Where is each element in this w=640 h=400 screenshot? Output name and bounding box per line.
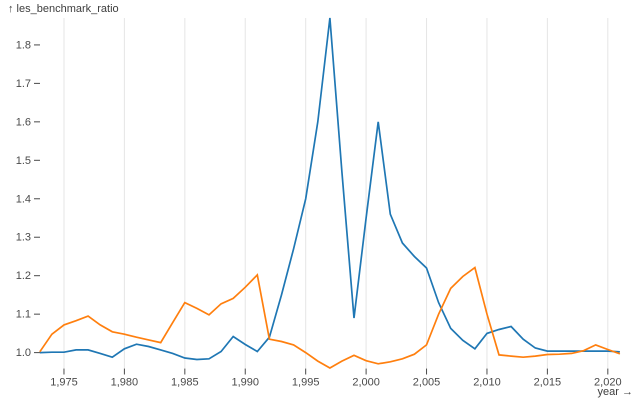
y-tick-label: 1.1 xyxy=(16,309,31,321)
x-tick-label: 2,015 xyxy=(534,377,562,389)
y-tick-label: 1.5 xyxy=(16,155,31,167)
y-tick-label: 1.2 xyxy=(16,270,31,282)
x-tick-label: 2,020 xyxy=(594,377,622,389)
x-tick-label: 1,995 xyxy=(292,377,320,389)
series-line-1 xyxy=(39,266,621,369)
y-tick-label: 1.3 xyxy=(16,232,31,244)
x-tick-label: 1,980 xyxy=(111,377,139,389)
x-tick-label: 1,985 xyxy=(171,377,199,389)
x-tick-label: 1,990 xyxy=(231,377,259,389)
x-tick-label: 2,000 xyxy=(352,377,380,389)
y-tick-label: 1.7 xyxy=(16,78,31,90)
y-tick-label: 1.0 xyxy=(16,347,31,359)
series-line-0 xyxy=(39,17,620,361)
y-tick-label: 1.6 xyxy=(16,116,31,128)
x-tick-label: 1,975 xyxy=(50,377,78,389)
x-tick-label: 2,005 xyxy=(413,377,441,389)
y-tick-label: 1.8 xyxy=(16,39,31,51)
y-tick-label: 1.4 xyxy=(16,193,31,205)
y-axis-title: ↑ les_benchmark_ratio xyxy=(8,3,119,15)
x-axis-label: year → xyxy=(597,386,633,398)
x-tick-label: 2,010 xyxy=(473,377,501,389)
